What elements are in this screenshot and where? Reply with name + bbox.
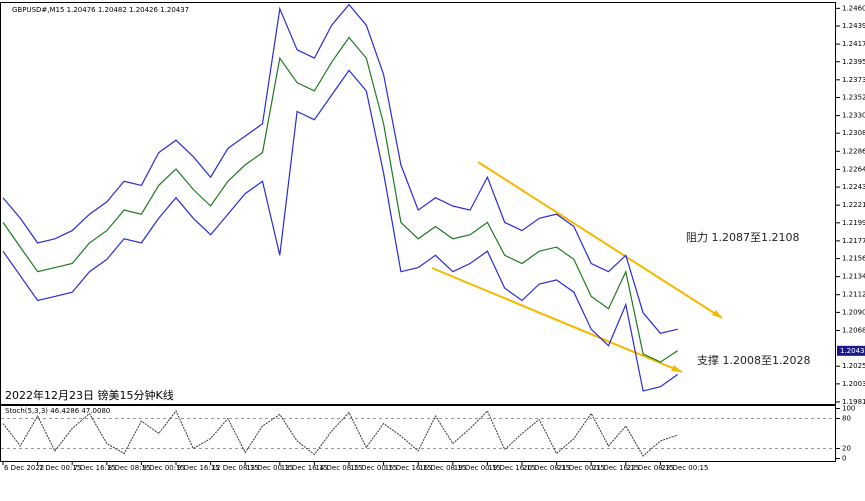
chart-header: GBPUSD#,M15 1.20476 1.20482 1.20426 1.20… (12, 6, 189, 14)
x-tick-label: 21 Dec 00:15 (558, 464, 605, 472)
series-line (2, 36, 679, 363)
series-line (2, 69, 679, 392)
y-tick-label: 1.21340 (842, 273, 865, 281)
x-tick-label: 16 Dec 08:15 (419, 464, 466, 472)
y-tick-label: 1.20250 (842, 362, 865, 370)
x-tick-label: 7 Dec 16:15 (73, 464, 116, 472)
arrow-head (712, 310, 722, 318)
y-tick-label: 1.21775 (842, 237, 865, 245)
main-panel (0, 2, 836, 405)
x-tick-label: 6 Dec 2022 (4, 464, 44, 472)
indicator-title: Stoch(5,3,3) 46.4286 47.0080 (5, 407, 110, 415)
y-tick-label: 1.23300 (842, 112, 865, 120)
y-tick-label: 1.23735 (842, 76, 865, 84)
y-tick-label: 1.20035 (842, 380, 865, 388)
chart-title: 2022年12月23日 镑美15分钟K线 (5, 388, 174, 402)
y-tick-label: 1.22430 (842, 183, 865, 191)
y-tick-label: 1.24605 (842, 4, 865, 12)
x-tick-label: 13 Dec 16:15 (281, 464, 328, 472)
last-price-tag (837, 345, 865, 356)
series-line (2, 410, 678, 457)
x-tick-label: 23 Dec 00:15 (661, 464, 708, 472)
y-tick-label: 80 (842, 415, 851, 423)
support-channel-line (431, 267, 683, 373)
y-tick-label: 1.22865 (842, 147, 865, 155)
y-tick-label: 0 (842, 455, 846, 463)
y-tick-label: 1.23520 (842, 93, 865, 101)
y-tick-label: 1.19815 (842, 398, 865, 406)
y-tick-label: 1.21560 (842, 255, 865, 263)
y-tick-label: 1.24170 (842, 40, 865, 48)
y-tick-label: 1.22645 (842, 165, 865, 173)
series-line (2, 3, 678, 334)
x-tick-label: 20 Dec 08:15 (523, 464, 570, 472)
stoch-panel (0, 405, 836, 462)
y-tick-label: 1.22210 (842, 201, 865, 209)
x-tick-label: 15 Dec 00:15 (350, 464, 397, 472)
y-tick-label: 1.23955 (842, 58, 865, 66)
x-tick-label: 12 Dec 08:15 (212, 464, 259, 472)
y-tick-label: 1.21120 (842, 291, 865, 299)
annotation: 支撑 1.2008至1.2028 (697, 353, 810, 367)
x-tick-label: 21 Dec 16:15 (592, 464, 639, 472)
y-tick-label: 1.20905 (842, 308, 865, 316)
y-tick-label: 1.21995 (842, 219, 865, 227)
y-tick-label: 20 (842, 445, 851, 453)
x-tick-label: 22 Dec 08:15 (627, 464, 674, 472)
x-tick-label: 13 Dec 00:15 (246, 464, 293, 472)
x-tick-label: 8 Dec 08:15 (108, 464, 151, 472)
y-tick-label: 1.24390 (842, 22, 865, 30)
x-tick-label: 15 Dec 16:15 (385, 464, 432, 472)
y-tick-label: 1.23085 (842, 129, 865, 137)
x-tick-label: 19 Dec 00:15 (454, 464, 501, 472)
arrow-head (671, 365, 682, 372)
resistance-channel-line (477, 161, 723, 319)
x-tick-label: 19 Dec 16:15 (488, 464, 535, 472)
x-tick-label: 9 Dec 16:15 (177, 464, 220, 472)
y-tick-label: 100 (842, 405, 855, 413)
x-tick-label: 14 Dec 08:15 (315, 464, 362, 472)
y-tick-label: 1.20685 (842, 326, 865, 334)
last-price-label: 1.20437 (840, 347, 865, 355)
x-tick-label: 9 Dec 00:15 (142, 464, 185, 472)
x-tick-label: 7 Dec 00:15 (39, 464, 82, 472)
annotation: 阻力 1.2087至1.2108 (686, 231, 799, 244)
